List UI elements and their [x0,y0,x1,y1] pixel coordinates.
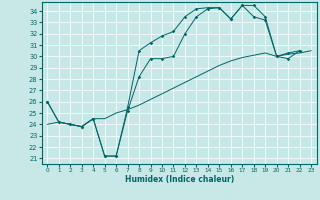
X-axis label: Humidex (Indice chaleur): Humidex (Indice chaleur) [124,175,234,184]
